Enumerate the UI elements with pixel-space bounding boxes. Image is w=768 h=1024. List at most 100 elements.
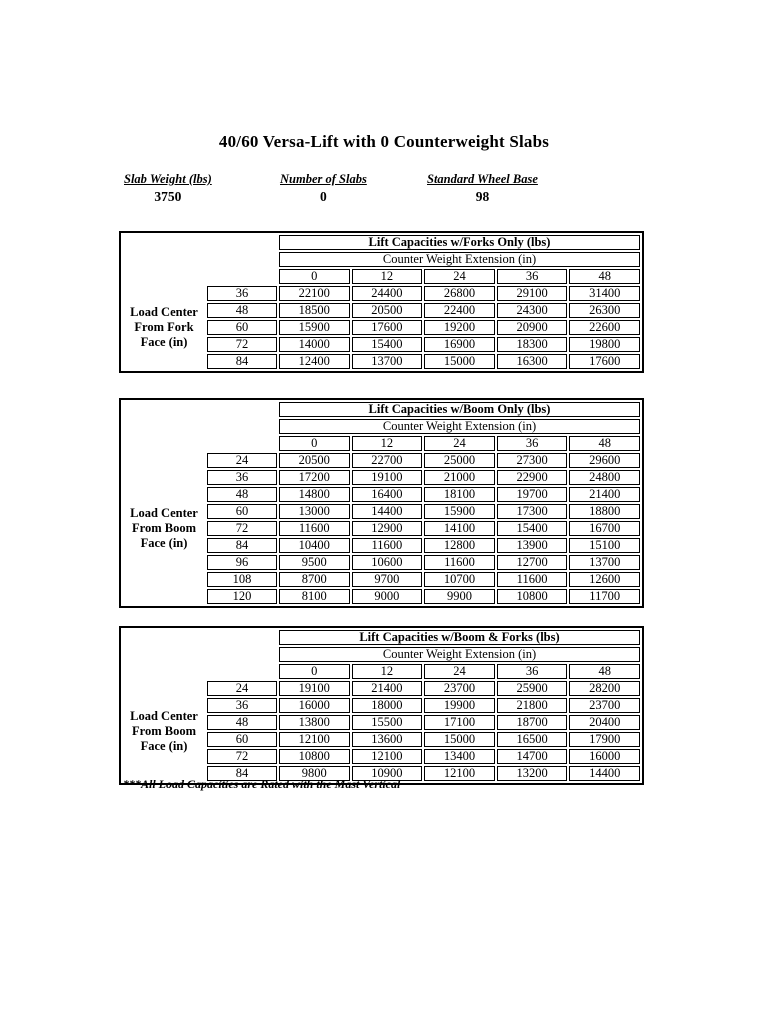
table-row: 60 15900 17600 19200 20900 22600 <box>123 320 640 335</box>
row-group-label-line: From Boom <box>132 521 196 535</box>
table-row: 120 8100 9000 9900 10800 11700 <box>123 589 640 604</box>
capacity-cell: 19100 <box>279 681 350 696</box>
capacity-cell: 16400 <box>351 487 423 502</box>
capacity-cell: 15000 <box>424 354 495 369</box>
table-row: 48 13800 15500 17100 18700 20400 <box>123 715 640 730</box>
capacity-cell: 12100 <box>424 766 495 781</box>
table-title: Lift Capacities w/Boom Only (lbs) <box>279 402 640 417</box>
capacity-cell: 10800 <box>279 749 350 764</box>
capacity-cell: 29100 <box>496 286 568 301</box>
table-row: 36 16000 18000 19900 21800 23700 <box>123 698 640 713</box>
capacity-cell: 16700 <box>569 521 640 536</box>
capacity-cell: 17100 <box>424 715 495 730</box>
capacity-cell: 12800 <box>424 538 495 553</box>
row-header-load-center: 72 <box>207 521 277 536</box>
column-header: 24 <box>424 436 495 451</box>
column-header: 12 <box>351 664 423 679</box>
column-header: 36 <box>496 436 568 451</box>
capacity-cell: 18500 <box>279 303 350 318</box>
table-corner-blank <box>123 419 277 434</box>
capacity-cell: 18100 <box>424 487 495 502</box>
row-header-load-center: 120 <box>207 589 277 604</box>
capacity-cell: 27300 <box>496 453 568 468</box>
capacity-cell: 11700 <box>569 589 640 604</box>
capacity-table-boom-only: Lift Capacities w/Boom Only (lbs) Counter… <box>119 398 644 608</box>
capacity-cell: 21400 <box>569 487 640 502</box>
table-corner-blank <box>123 252 277 267</box>
capacity-cell: 26800 <box>424 286 495 301</box>
row-group-label: Load Center From Boom Face (in) <box>123 681 205 781</box>
table-corner-blank <box>123 402 277 417</box>
column-header: 0 <box>279 664 350 679</box>
capacity-cell: 21400 <box>351 681 423 696</box>
capacity-cell: 18700 <box>496 715 568 730</box>
capacity-cell: 17200 <box>279 470 350 485</box>
table-title: Lift Capacities w/Boom & Forks (lbs) <box>279 630 640 645</box>
table-row: 108 8700 9700 10700 11600 12600 <box>123 572 640 587</box>
capacity-cell: 18800 <box>569 504 640 519</box>
capacity-cell: 14700 <box>496 749 568 764</box>
capacity-table-boom-and-forks: Lift Capacities w/Boom & Forks (lbs) Coun… <box>119 626 644 785</box>
row-group-label-line: From Fork <box>134 320 194 334</box>
row-header-load-center: 48 <box>207 715 277 730</box>
capacity-cell: 11600 <box>424 555 495 570</box>
row-header-load-center: 48 <box>207 487 277 502</box>
column-header: 48 <box>569 436 640 451</box>
table-row: 72 10800 12100 13400 14700 16000 <box>123 749 640 764</box>
row-group-label: Load Center From Fork Face (in) <box>123 286 205 369</box>
table-title: Lift Capacities w/Forks Only (lbs) <box>279 235 640 250</box>
row-group-label-line: Face (in) <box>140 536 188 550</box>
spec-number-of-slabs: Number of Slabs 0 <box>280 170 367 205</box>
capacity-cell: 13700 <box>569 555 640 570</box>
row-group-label-line: Face (in) <box>140 335 188 349</box>
table-subtitle: Counter Weight Extension (in) <box>279 419 640 434</box>
capacity-cell: 21000 <box>424 470 495 485</box>
capacity-cell: 23700 <box>424 681 495 696</box>
table-corner-blank <box>123 269 277 284</box>
capacity-cell: 25000 <box>424 453 495 468</box>
capacity-cell: 17600 <box>351 320 423 335</box>
capacity-cell: 18300 <box>496 337 568 352</box>
capacity-cell: 23700 <box>569 698 640 713</box>
row-header-load-center: 24 <box>207 453 277 468</box>
spec-slab-weight-value: 3750 <box>154 189 182 204</box>
capacity-cell: 9000 <box>351 589 423 604</box>
table-corner-blank <box>123 235 277 250</box>
page-title: 40/60 Versa-Lift with 0 Counterweight Sl… <box>218 132 550 151</box>
capacity-cell: 14400 <box>569 766 640 781</box>
column-header: 0 <box>279 269 350 284</box>
capacity-cell: 22400 <box>424 303 495 318</box>
spec-standard-wheel-base: Standard Wheel Base 98 <box>427 170 538 205</box>
capacity-cell: 17300 <box>496 504 568 519</box>
capacity-cell: 15100 <box>569 538 640 553</box>
spec-standard-wheel-base-value: 98 <box>475 189 490 204</box>
capacity-cell: 10400 <box>279 538 350 553</box>
column-header: 12 <box>351 269 423 284</box>
table-row: 36 17200 19100 21000 22900 24800 <box>123 470 640 485</box>
capacity-cell: 15900 <box>279 320 350 335</box>
capacity-cell: 26300 <box>569 303 640 318</box>
capacity-cell: 8100 <box>279 589 350 604</box>
capacity-cell: 14000 <box>279 337 350 352</box>
capacity-cell: 9800 <box>279 766 350 781</box>
capacity-cell: 13200 <box>496 766 568 781</box>
capacity-cell: 19100 <box>351 470 423 485</box>
table-subtitle: Counter Weight Extension (in) <box>279 252 640 267</box>
row-header-load-center: 60 <box>207 732 277 747</box>
row-header-load-center: 48 <box>207 303 277 318</box>
capacity-cell: 10900 <box>351 766 423 781</box>
row-header-load-center: 84 <box>207 538 277 553</box>
capacity-cell: 20500 <box>279 453 350 468</box>
row-header-load-center: 36 <box>207 286 277 301</box>
capacity-cell: 24800 <box>569 470 640 485</box>
capacity-cell: 12100 <box>351 749 423 764</box>
table-row: 96 9500 10600 11600 12700 13700 <box>123 555 640 570</box>
capacity-cell: 25900 <box>496 681 568 696</box>
row-group-label: Load Center From Boom Face (in) <box>123 453 205 604</box>
table-row: Load Center From Boom Face (in) 24 20500 2270… <box>123 453 640 550</box>
capacity-cell: 14800 <box>279 487 350 502</box>
capacity-cell: 14400 <box>351 504 423 519</box>
capacity-cell: 11600 <box>351 538 423 553</box>
capacity-cell: 10800 <box>496 589 568 604</box>
